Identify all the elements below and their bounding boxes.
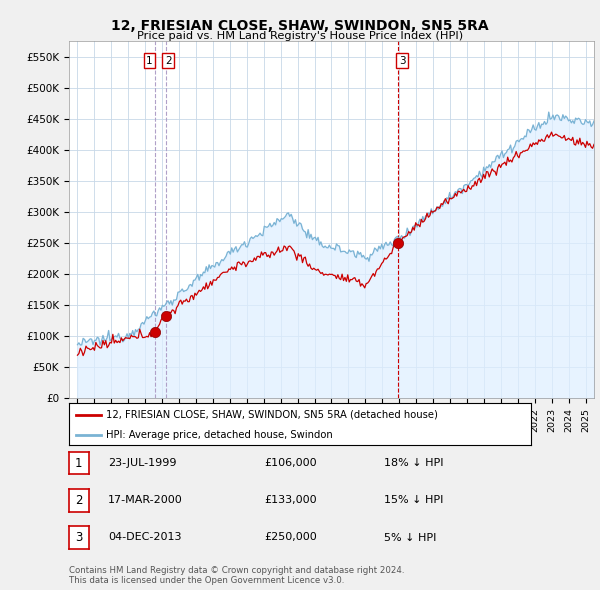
Text: 12, FRIESIAN CLOSE, SHAW, SWINDON, SN5 5RA: 12, FRIESIAN CLOSE, SHAW, SWINDON, SN5 5…	[111, 19, 489, 33]
Text: 3: 3	[75, 531, 83, 544]
Text: 1: 1	[146, 55, 153, 65]
Text: 18% ↓ HPI: 18% ↓ HPI	[384, 458, 443, 468]
Text: 3: 3	[399, 55, 406, 65]
Text: 2: 2	[75, 494, 83, 507]
Point	[150, 327, 160, 337]
Point	[393, 238, 403, 248]
Text: 1: 1	[75, 457, 83, 470]
Text: 15% ↓ HPI: 15% ↓ HPI	[384, 496, 443, 505]
Text: £106,000: £106,000	[264, 458, 317, 468]
Text: £250,000: £250,000	[264, 533, 317, 542]
Text: 04-DEC-2013: 04-DEC-2013	[108, 533, 182, 542]
Text: 5% ↓ HPI: 5% ↓ HPI	[384, 533, 436, 542]
Text: HPI: Average price, detached house, Swindon: HPI: Average price, detached house, Swin…	[106, 430, 333, 440]
Text: 17-MAR-2000: 17-MAR-2000	[108, 496, 183, 505]
Text: 2: 2	[165, 55, 172, 65]
Text: Price paid vs. HM Land Registry's House Price Index (HPI): Price paid vs. HM Land Registry's House …	[137, 31, 463, 41]
Text: 23-JUL-1999: 23-JUL-1999	[108, 458, 176, 468]
Text: £133,000: £133,000	[264, 496, 317, 505]
Text: 12, FRIESIAN CLOSE, SHAW, SWINDON, SN5 5RA (detached house): 12, FRIESIAN CLOSE, SHAW, SWINDON, SN5 5…	[106, 410, 438, 420]
Text: Contains HM Land Registry data © Crown copyright and database right 2024.
This d: Contains HM Land Registry data © Crown c…	[69, 566, 404, 585]
Point	[161, 311, 170, 320]
